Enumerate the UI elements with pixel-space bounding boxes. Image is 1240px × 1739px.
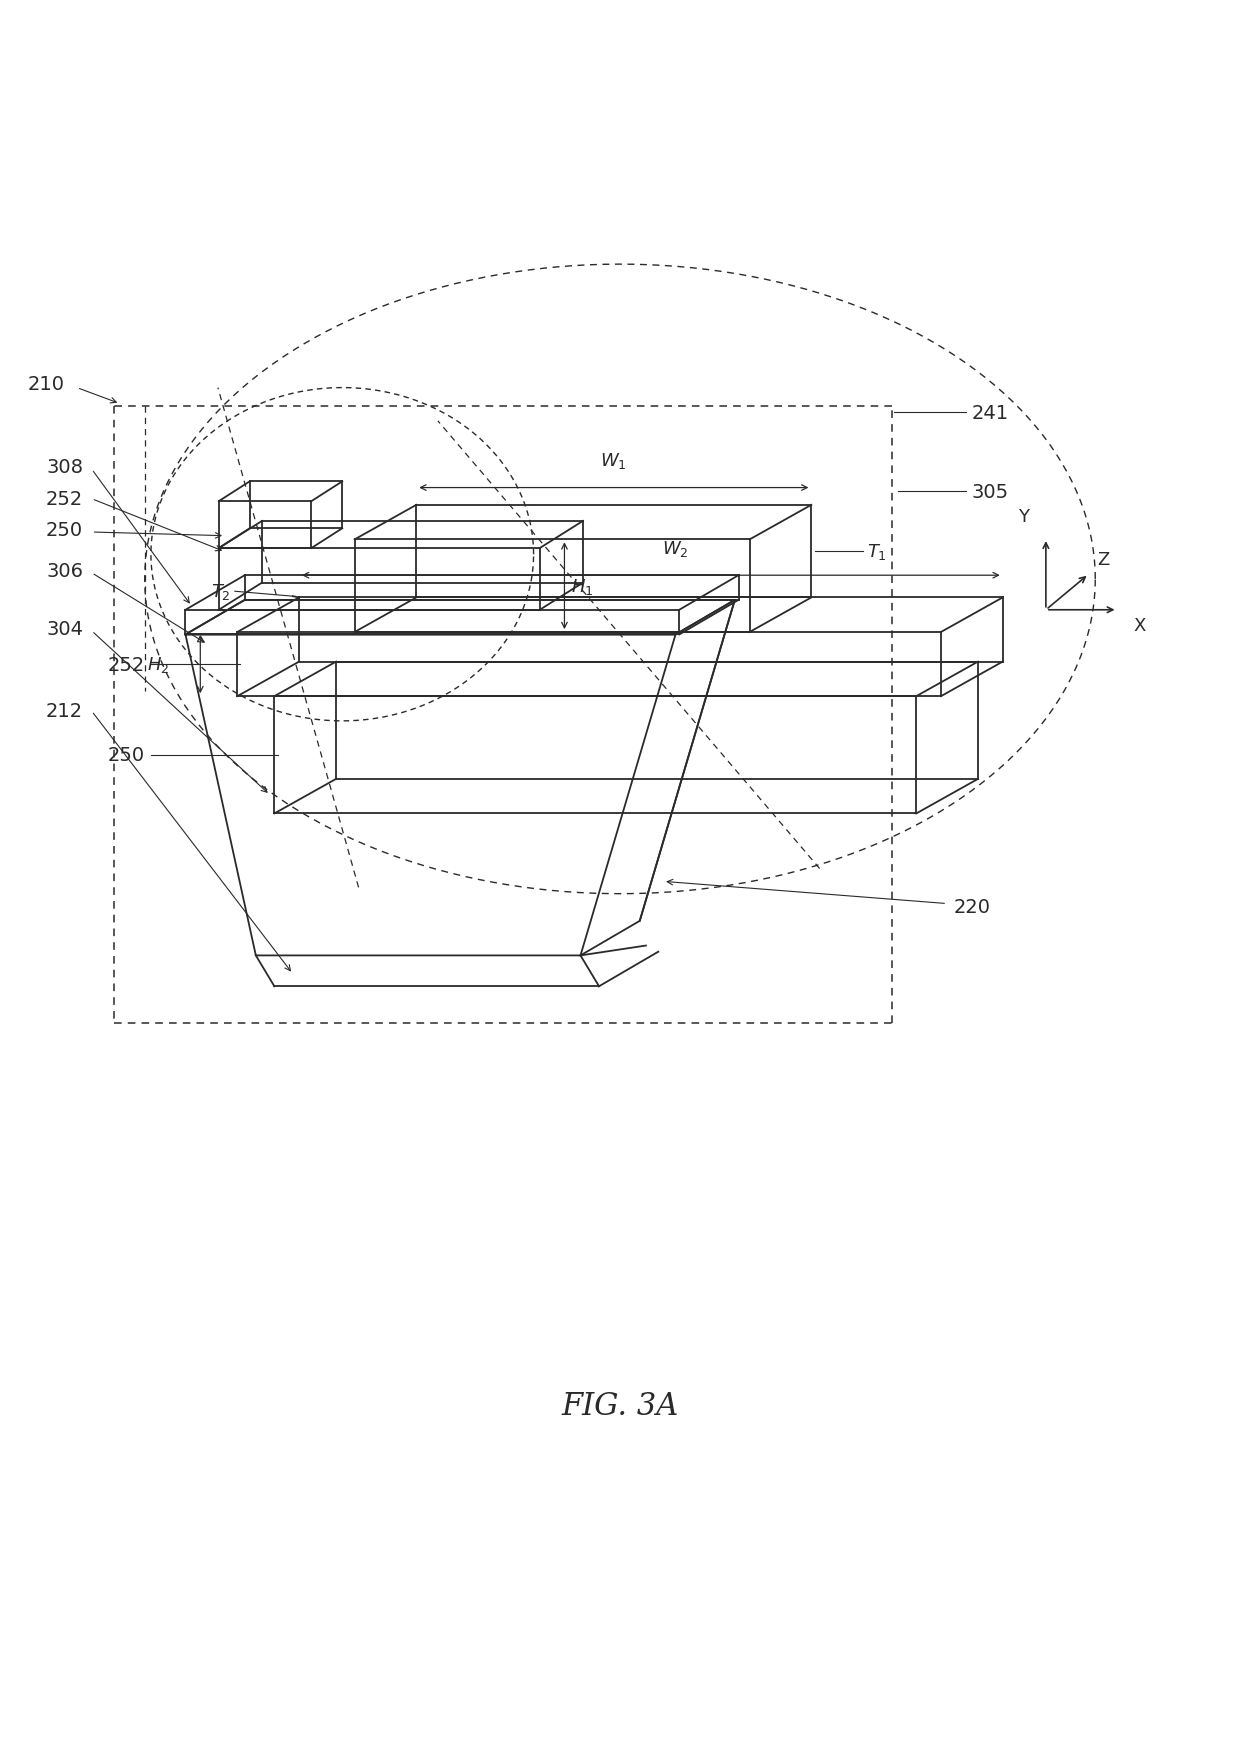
- Text: 308: 308: [46, 457, 83, 476]
- Text: $T_1$: $T_1$: [867, 543, 887, 562]
- Text: Y: Y: [1018, 508, 1029, 525]
- Text: 306: 306: [46, 562, 83, 581]
- Text: 250: 250: [108, 746, 145, 765]
- Text: 250: 250: [46, 520, 83, 539]
- Text: 212: 212: [46, 703, 83, 722]
- Text: 305: 305: [972, 482, 1009, 501]
- Text: $H_1$: $H_1$: [570, 576, 593, 596]
- Text: $W_1$: $W_1$: [600, 450, 627, 471]
- Text: Z: Z: [1097, 551, 1110, 569]
- Text: 210: 210: [27, 376, 64, 395]
- Text: 241: 241: [972, 403, 1009, 423]
- Text: $T_2$: $T_2$: [211, 583, 231, 602]
- Text: 220: 220: [954, 897, 991, 916]
- Text: $H_2$: $H_2$: [148, 654, 170, 675]
- Text: 252: 252: [108, 656, 145, 675]
- Text: 252: 252: [46, 490, 83, 510]
- Text: FIG. 3A: FIG. 3A: [562, 1391, 678, 1423]
- Text: X: X: [1133, 616, 1146, 635]
- Text: $W_2$: $W_2$: [662, 539, 689, 558]
- Text: 304: 304: [46, 619, 83, 638]
